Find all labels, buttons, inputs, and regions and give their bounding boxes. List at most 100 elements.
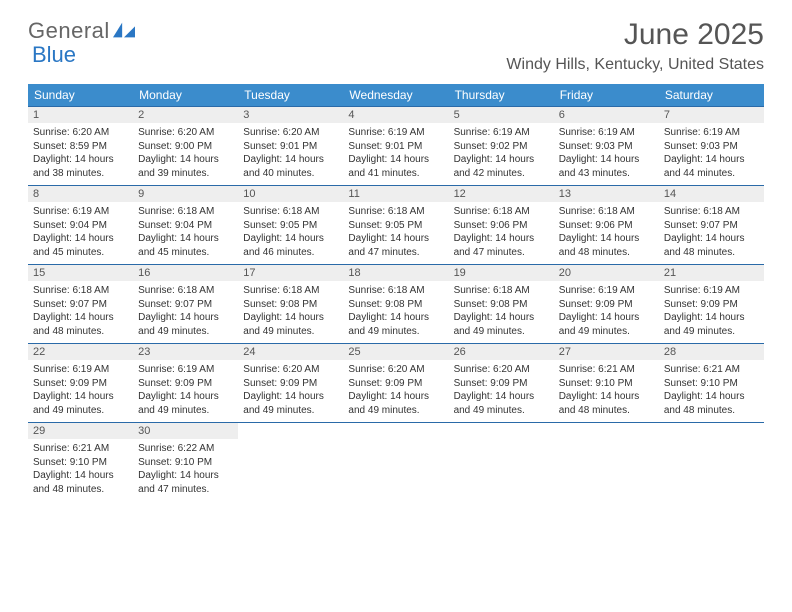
calendar-row: 15Sunrise: 6:18 AMSunset: 9:07 PMDayligh… (28, 264, 764, 343)
day-number: 11 (343, 186, 448, 202)
day-number: 17 (238, 265, 343, 281)
calendar-cell (554, 423, 659, 501)
day-text: Sunrise: 6:22 AMSunset: 9:10 PMDaylight:… (133, 439, 238, 499)
day-text: Sunrise: 6:20 AMSunset: 9:00 PMDaylight:… (133, 123, 238, 183)
calendar-cell: 2Sunrise: 6:20 AMSunset: 9:00 PMDaylight… (133, 107, 238, 185)
calendar-cell: 5Sunrise: 6:19 AMSunset: 9:02 PMDaylight… (449, 107, 554, 185)
day-number: 10 (238, 186, 343, 202)
day-text: Sunrise: 6:18 AMSunset: 9:05 PMDaylight:… (238, 202, 343, 262)
day-text: Sunrise: 6:18 AMSunset: 9:08 PMDaylight:… (343, 281, 448, 341)
calendar-cell: 28Sunrise: 6:21 AMSunset: 9:10 PMDayligh… (659, 344, 764, 422)
location: Windy Hills, Kentucky, United States (506, 56, 764, 74)
day-number: 9 (133, 186, 238, 202)
day-number: 27 (554, 344, 659, 360)
calendar-cell: 21Sunrise: 6:19 AMSunset: 9:09 PMDayligh… (659, 265, 764, 343)
calendar-cell: 1Sunrise: 6:20 AMSunset: 8:59 PMDaylight… (28, 107, 133, 185)
calendar-cell: 24Sunrise: 6:20 AMSunset: 9:09 PMDayligh… (238, 344, 343, 422)
day-number: 22 (28, 344, 133, 360)
day-number: 16 (133, 265, 238, 281)
calendar-header-cell: Thursday (449, 84, 554, 106)
calendar-cell: 19Sunrise: 6:18 AMSunset: 9:08 PMDayligh… (449, 265, 554, 343)
day-text: Sunrise: 6:21 AMSunset: 9:10 PMDaylight:… (554, 360, 659, 420)
calendar-cell: 27Sunrise: 6:21 AMSunset: 9:10 PMDayligh… (554, 344, 659, 422)
calendar-cell: 18Sunrise: 6:18 AMSunset: 9:08 PMDayligh… (343, 265, 448, 343)
calendar-cell: 13Sunrise: 6:18 AMSunset: 9:06 PMDayligh… (554, 186, 659, 264)
day-number: 21 (659, 265, 764, 281)
day-number: 5 (449, 107, 554, 123)
day-number: 3 (238, 107, 343, 123)
header: General June 2025 Windy Hills, Kentucky,… (0, 0, 792, 74)
day-text: Sunrise: 6:18 AMSunset: 9:06 PMDaylight:… (554, 202, 659, 262)
day-number: 4 (343, 107, 448, 123)
day-number: 19 (449, 265, 554, 281)
calendar-cell: 25Sunrise: 6:20 AMSunset: 9:09 PMDayligh… (343, 344, 448, 422)
day-number: 23 (133, 344, 238, 360)
day-number: 25 (343, 344, 448, 360)
calendar-cell (343, 423, 448, 501)
day-text: Sunrise: 6:20 AMSunset: 9:09 PMDaylight:… (238, 360, 343, 420)
calendar-cell: 4Sunrise: 6:19 AMSunset: 9:01 PMDaylight… (343, 107, 448, 185)
calendar-cell: 16Sunrise: 6:18 AMSunset: 9:07 PMDayligh… (133, 265, 238, 343)
day-text: Sunrise: 6:19 AMSunset: 9:09 PMDaylight:… (28, 360, 133, 420)
day-text: Sunrise: 6:18 AMSunset: 9:06 PMDaylight:… (449, 202, 554, 262)
calendar-cell: 22Sunrise: 6:19 AMSunset: 9:09 PMDayligh… (28, 344, 133, 422)
day-text: Sunrise: 6:18 AMSunset: 9:07 PMDaylight:… (659, 202, 764, 262)
calendar-cell: 12Sunrise: 6:18 AMSunset: 9:06 PMDayligh… (449, 186, 554, 264)
day-text: Sunrise: 6:19 AMSunset: 9:09 PMDaylight:… (133, 360, 238, 420)
day-number: 13 (554, 186, 659, 202)
calendar-cell: 23Sunrise: 6:19 AMSunset: 9:09 PMDayligh… (133, 344, 238, 422)
day-text: Sunrise: 6:20 AMSunset: 9:09 PMDaylight:… (343, 360, 448, 420)
day-text: Sunrise: 6:20 AMSunset: 9:09 PMDaylight:… (449, 360, 554, 420)
calendar-row: 1Sunrise: 6:20 AMSunset: 8:59 PMDaylight… (28, 106, 764, 185)
day-text: Sunrise: 6:19 AMSunset: 9:02 PMDaylight:… (449, 123, 554, 183)
day-text: Sunrise: 6:19 AMSunset: 9:09 PMDaylight:… (554, 281, 659, 341)
calendar-header-cell: Monday (133, 84, 238, 106)
day-text: Sunrise: 6:21 AMSunset: 9:10 PMDaylight:… (659, 360, 764, 420)
day-number: 6 (554, 107, 659, 123)
sail-icon (113, 22, 135, 38)
logo-text-2: Blue (32, 42, 76, 68)
day-text: Sunrise: 6:20 AMSunset: 9:01 PMDaylight:… (238, 123, 343, 183)
calendar-cell: 20Sunrise: 6:19 AMSunset: 9:09 PMDayligh… (554, 265, 659, 343)
calendar-cell: 10Sunrise: 6:18 AMSunset: 9:05 PMDayligh… (238, 186, 343, 264)
calendar-cell: 11Sunrise: 6:18 AMSunset: 9:05 PMDayligh… (343, 186, 448, 264)
calendar-header-cell: Wednesday (343, 84, 448, 106)
day-number: 30 (133, 423, 238, 439)
day-text: Sunrise: 6:19 AMSunset: 9:01 PMDaylight:… (343, 123, 448, 183)
calendar-body: 1Sunrise: 6:20 AMSunset: 8:59 PMDaylight… (28, 106, 764, 501)
day-text: Sunrise: 6:18 AMSunset: 9:04 PMDaylight:… (133, 202, 238, 262)
day-text: Sunrise: 6:18 AMSunset: 9:08 PMDaylight:… (449, 281, 554, 341)
title-block: June 2025 Windy Hills, Kentucky, United … (506, 18, 764, 74)
day-text: Sunrise: 6:19 AMSunset: 9:04 PMDaylight:… (28, 202, 133, 262)
calendar-cell: 3Sunrise: 6:20 AMSunset: 9:01 PMDaylight… (238, 107, 343, 185)
day-text: Sunrise: 6:19 AMSunset: 9:03 PMDaylight:… (554, 123, 659, 183)
day-number: 29 (28, 423, 133, 439)
day-number: 28 (659, 344, 764, 360)
calendar-header-cell: Saturday (659, 84, 764, 106)
calendar-cell: 26Sunrise: 6:20 AMSunset: 9:09 PMDayligh… (449, 344, 554, 422)
day-text: Sunrise: 6:18 AMSunset: 9:08 PMDaylight:… (238, 281, 343, 341)
calendar-header-row: SundayMondayTuesdayWednesdayThursdayFrid… (28, 84, 764, 106)
day-number: 2 (133, 107, 238, 123)
day-number: 18 (343, 265, 448, 281)
calendar-cell: 6Sunrise: 6:19 AMSunset: 9:03 PMDaylight… (554, 107, 659, 185)
day-text: Sunrise: 6:18 AMSunset: 9:07 PMDaylight:… (133, 281, 238, 341)
logo: General (28, 18, 135, 44)
calendar-header-cell: Sunday (28, 84, 133, 106)
day-number: 20 (554, 265, 659, 281)
day-number: 1 (28, 107, 133, 123)
day-text: Sunrise: 6:18 AMSunset: 9:07 PMDaylight:… (28, 281, 133, 341)
day-text: Sunrise: 6:21 AMSunset: 9:10 PMDaylight:… (28, 439, 133, 499)
calendar-row: 22Sunrise: 6:19 AMSunset: 9:09 PMDayligh… (28, 343, 764, 422)
day-number: 24 (238, 344, 343, 360)
day-number: 14 (659, 186, 764, 202)
calendar-cell: 29Sunrise: 6:21 AMSunset: 9:10 PMDayligh… (28, 423, 133, 501)
day-text: Sunrise: 6:19 AMSunset: 9:09 PMDaylight:… (659, 281, 764, 341)
day-text: Sunrise: 6:20 AMSunset: 8:59 PMDaylight:… (28, 123, 133, 183)
calendar-cell: 9Sunrise: 6:18 AMSunset: 9:04 PMDaylight… (133, 186, 238, 264)
calendar-header-cell: Tuesday (238, 84, 343, 106)
day-number: 7 (659, 107, 764, 123)
calendar-cell (238, 423, 343, 501)
calendar-cell: 8Sunrise: 6:19 AMSunset: 9:04 PMDaylight… (28, 186, 133, 264)
day-number: 8 (28, 186, 133, 202)
